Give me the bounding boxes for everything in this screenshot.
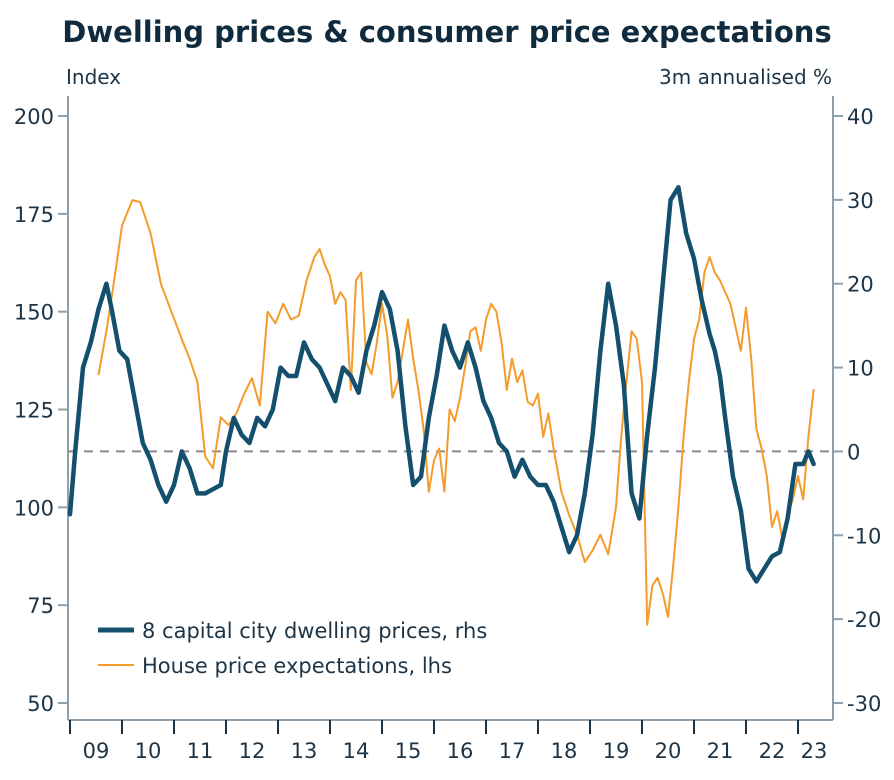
x-tick-label: 15 [395, 739, 422, 763]
series-line-house-price-expectations [97, 199, 815, 626]
x-tick-label: 13 [291, 739, 318, 763]
series-layer [67, 185, 816, 626]
left-tick-label: 175 [14, 203, 54, 227]
x-tick-label: 18 [551, 739, 578, 763]
x-tick-label: 12 [239, 739, 266, 763]
left-tick-label: 75 [27, 594, 54, 618]
x-tick-label: 19 [603, 739, 630, 763]
legend: 8 capital city dwelling prices, rhs Hous… [98, 619, 487, 678]
x-tick-label: 22 [759, 739, 786, 763]
series-line-dwelling-prices [67, 185, 816, 584]
right-tick-label: -10 [847, 524, 881, 548]
x-tick-label: 10 [135, 739, 162, 763]
x-tick-label: 14 [343, 739, 370, 763]
axes: 50 75 100 125 150 175 200 -30 -20 -10 0 10 20 30 40 09 1… [14, 96, 881, 763]
right-tick-label: -20 [847, 608, 881, 632]
x-tick-label: 21 [707, 739, 734, 763]
right-axis-label: 3m annualised % [659, 65, 832, 89]
left-axis-label: Index [66, 65, 121, 89]
chart-title: Dwelling prices & consumer price expecta… [62, 15, 831, 49]
left-tick-label: 50 [27, 692, 54, 716]
left-tick-label: 200 [14, 105, 54, 129]
legend-label-expectations: House price expectations, lhs [142, 654, 452, 678]
x-tick-label: 11 [187, 739, 214, 763]
right-tick-label: -30 [847, 692, 881, 716]
x-tick-label: 16 [447, 739, 474, 763]
legend-label-dwelling: 8 capital city dwelling prices, rhs [142, 619, 487, 643]
x-tick-label: 23 [801, 739, 828, 763]
right-tick-label: 30 [847, 189, 874, 213]
right-tick-label: 20 [847, 273, 874, 297]
right-tick-label: 10 [847, 357, 874, 381]
left-tick-label: 100 [14, 496, 54, 520]
x-tick-label: 20 [655, 739, 682, 763]
right-tick-label: 40 [847, 105, 874, 129]
left-tick-label: 150 [14, 301, 54, 325]
left-tick-label: 125 [14, 399, 54, 423]
right-tick-label: 0 [847, 440, 860, 464]
x-tick-label: 09 [83, 739, 110, 763]
x-tick-label: 17 [499, 739, 526, 763]
